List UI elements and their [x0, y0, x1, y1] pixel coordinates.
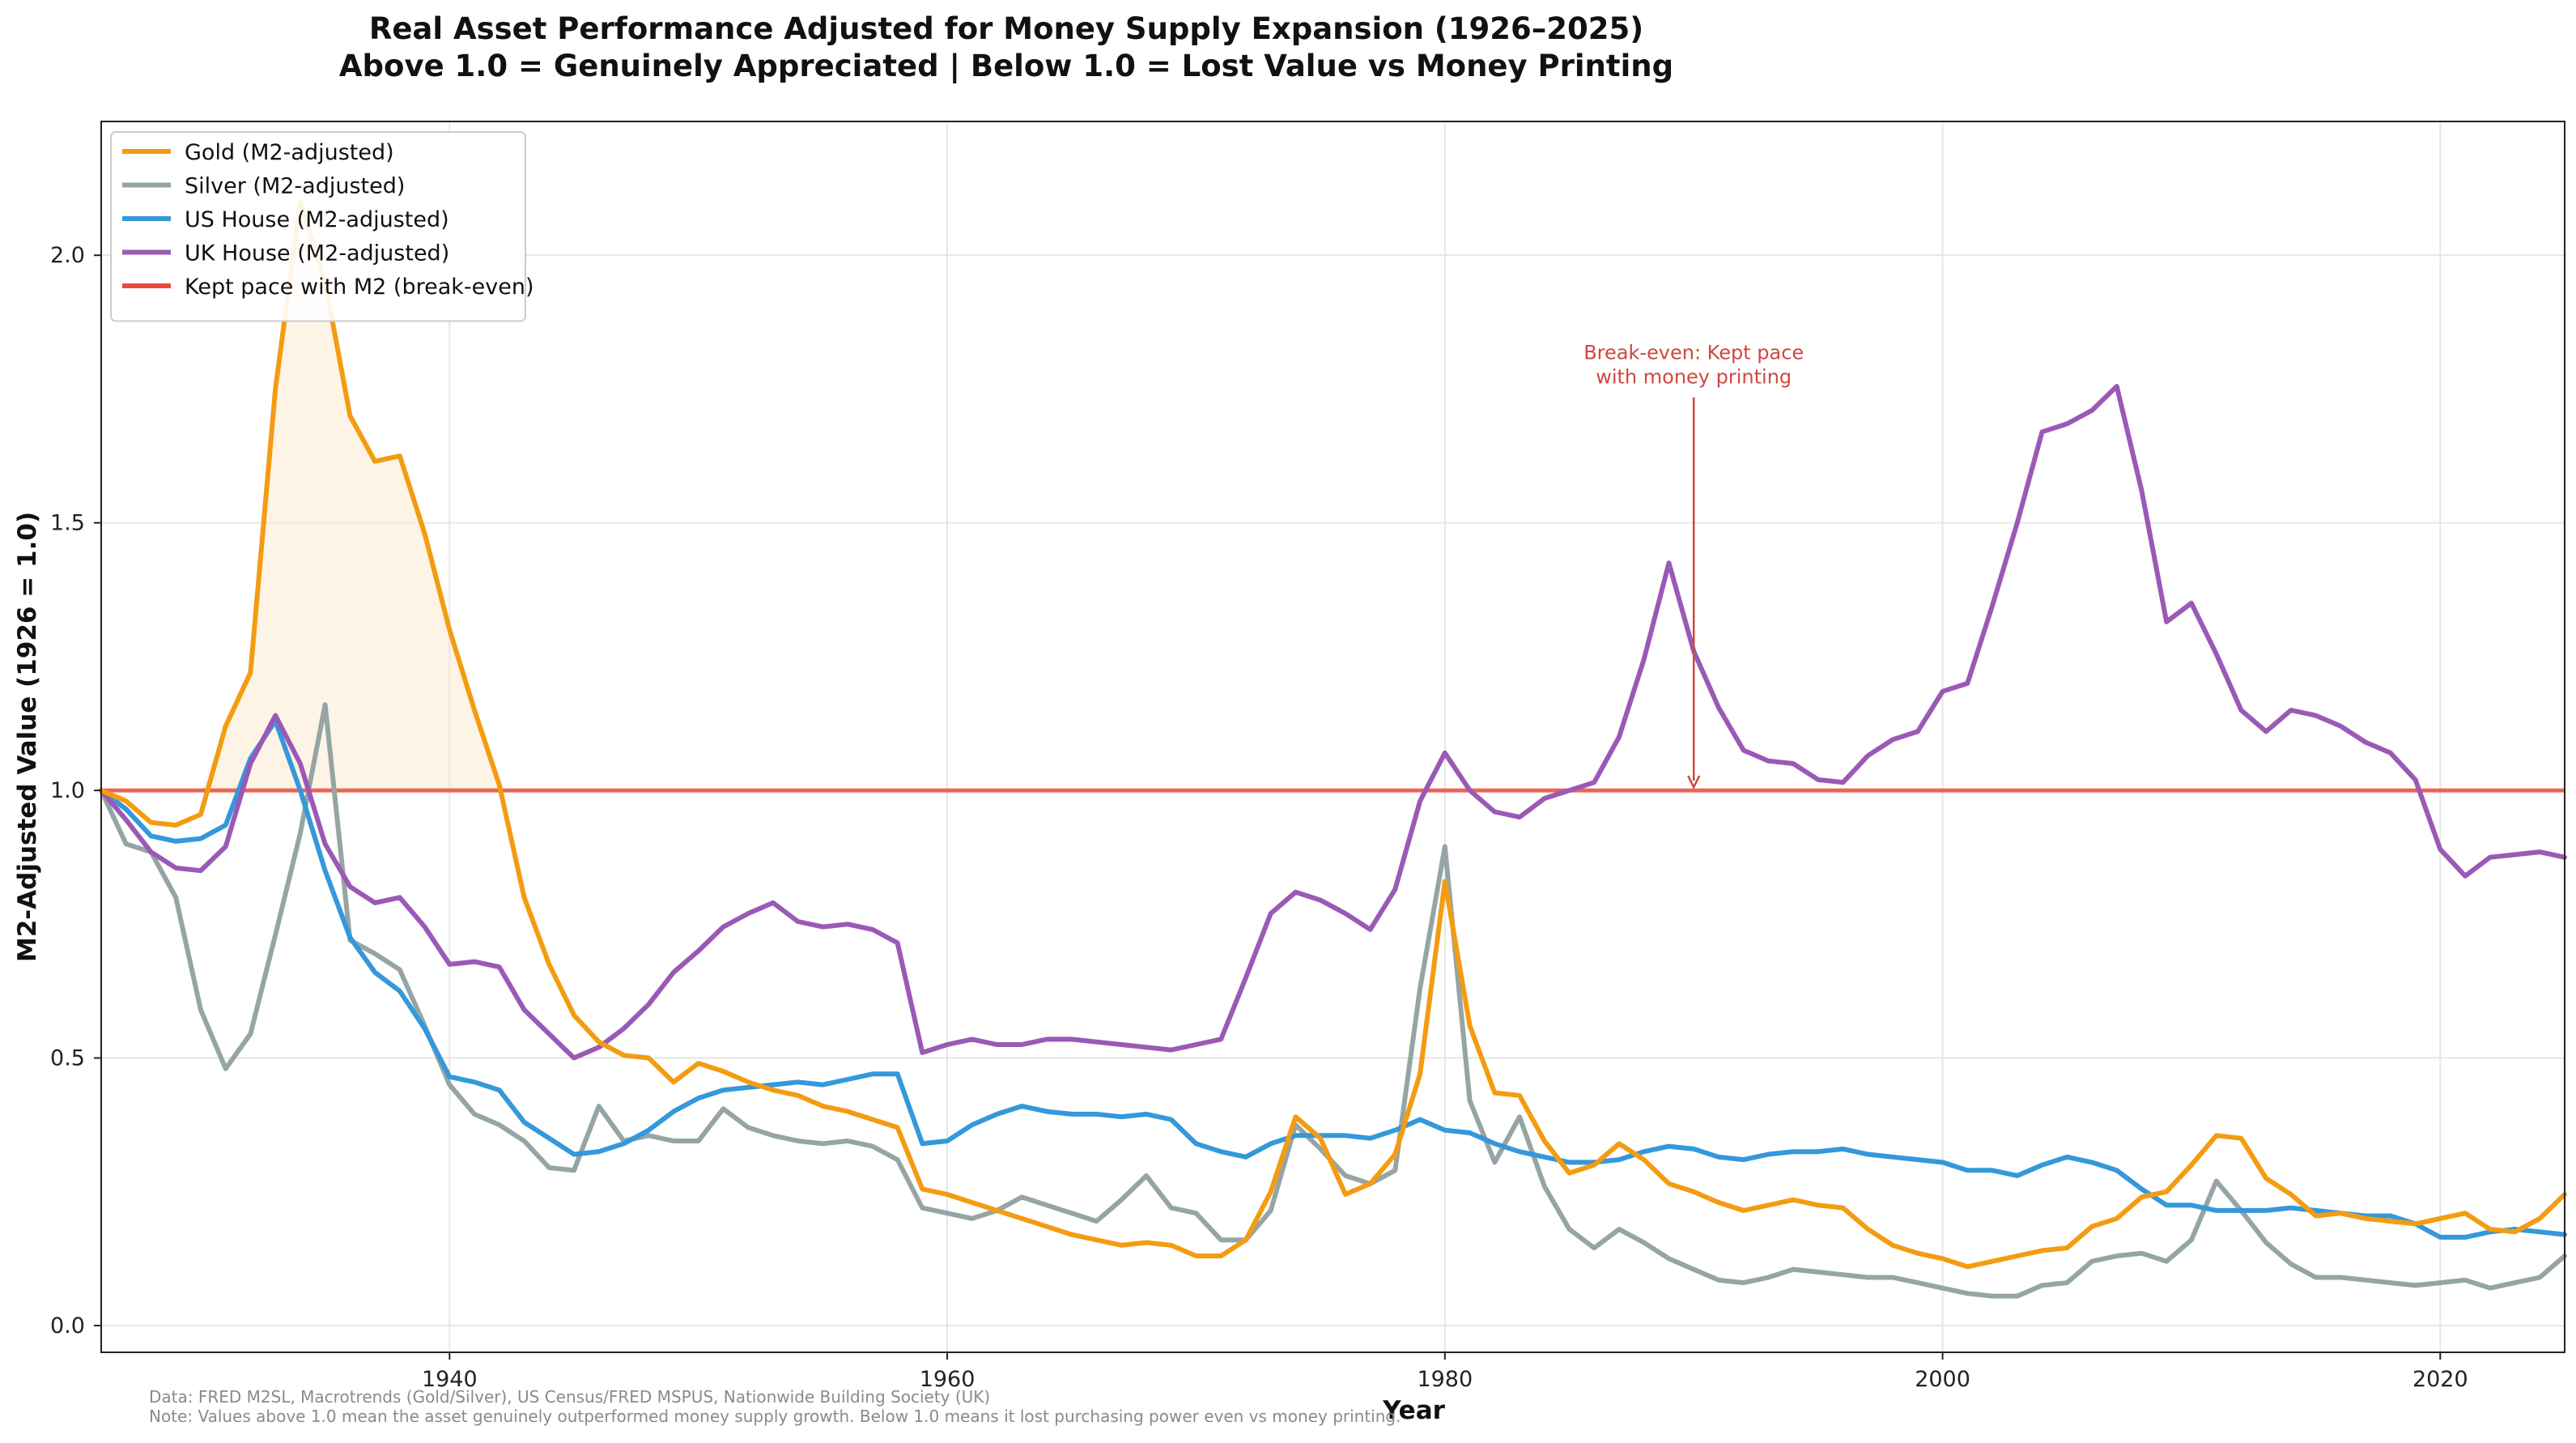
legend-label: Gold (M2-adjusted) [185, 140, 394, 165]
grid [101, 121, 2565, 1352]
y-tick-label: 2.0 [50, 243, 85, 268]
legend-label: UK House (M2-adjusted) [185, 241, 449, 266]
x-tick-label: 2020 [2412, 1367, 2468, 1392]
legend-label: US House (M2-adjusted) [185, 207, 449, 232]
legend-box [110, 131, 526, 322]
footer-note: Note: Values above 1.0 mean the asset ge… [149, 1407, 1401, 1426]
legend-label: Kept pace with M2 (break-even) [185, 275, 534, 300]
us-house-line [99, 718, 2567, 1240]
break-even-annotation: Break-even: Kept pace with money printin… [1583, 342, 1804, 790]
chart-title: Real Asset Performance Adjusted for Mone… [369, 11, 1643, 46]
gold-shaded-area [101, 202, 499, 791]
shaded-region [101, 202, 499, 791]
annotation-arrow-head [1687, 775, 1701, 790]
chart-subtitle: Above 1.0 = Genuinely Appreciated | Belo… [339, 49, 1673, 83]
legend: Gold (M2-adjusted) Silver (M2-adjusted) US… [110, 131, 534, 322]
x-tick-label: 1960 [920, 1367, 976, 1392]
axis-ticks: 1940 1960 1980 2000 2020 0.0 0.5 1.0 1.5 2.0 [50, 243, 2468, 1392]
x-axis-label: Year [1382, 1396, 1446, 1425]
annotation-text-line2: with money printing [1596, 366, 1792, 389]
footer-source: Data: FRED M2SL, Macrotrends (Gold/Silve… [149, 1387, 990, 1407]
uk-house-line [99, 384, 2567, 1061]
y-tick-label: 0.0 [50, 1313, 85, 1339]
y-tick-label: 1.0 [50, 778, 85, 803]
series-lines [99, 199, 2567, 1299]
plot-frame [100, 121, 2565, 1353]
y-tick-label: 0.5 [50, 1046, 85, 1071]
x-tick-label: 2000 [1915, 1367, 1970, 1392]
gold-line [99, 199, 2567, 1270]
x-tick-label: 1980 [1417, 1367, 1473, 1392]
y-tick-label: 1.5 [50, 511, 85, 536]
annotation-text-line1: Break-even: Kept pace [1583, 342, 1804, 364]
x-tick-label: 1940 [422, 1367, 478, 1392]
y-axis-label: M2-Adjusted Value (1926 = 1.0) [13, 512, 42, 962]
legend-label: Silver (M2-adjusted) [185, 174, 405, 199]
